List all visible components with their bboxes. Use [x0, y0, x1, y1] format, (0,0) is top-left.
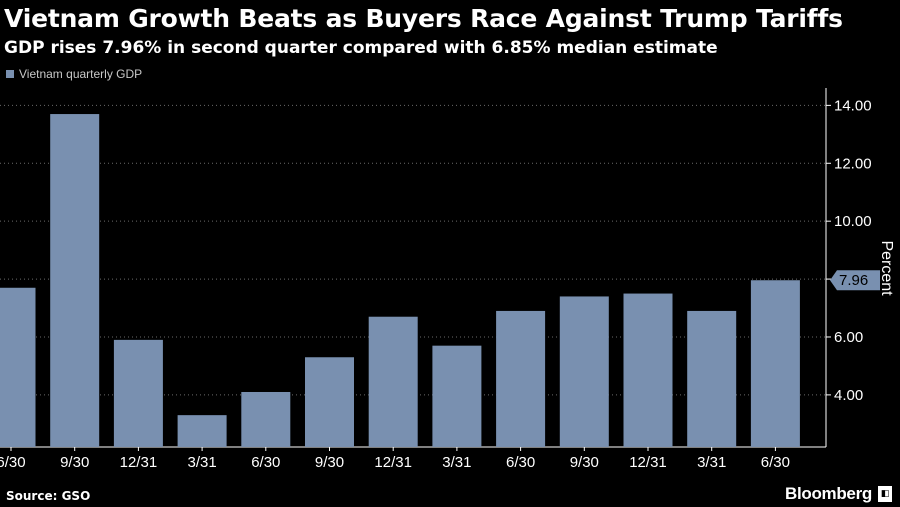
x-tick-label: 9/30 — [570, 454, 599, 471]
bar — [305, 357, 354, 447]
y-tick-label: 6.00 — [834, 329, 863, 346]
bar — [559, 296, 609, 447]
chart-title: Vietnam Growth Beats as Buyers Race Agai… — [4, 4, 843, 33]
legend-swatch — [6, 70, 14, 78]
bar — [113, 339, 163, 447]
x-tick-label: 6/30 — [761, 454, 790, 471]
bar — [687, 310, 737, 447]
x-tick-label: 12/31 — [629, 454, 667, 471]
bar — [50, 114, 100, 447]
bar — [368, 316, 418, 447]
y-axis-label: Percent — [878, 240, 895, 296]
bar — [750, 280, 800, 447]
x-tick-label: 12/31 — [374, 454, 412, 471]
bar — [623, 293, 673, 447]
legend-label: Vietnam quarterly GDP — [19, 67, 143, 81]
y-tick-label: 12.00 — [834, 155, 872, 172]
chart-subtitle: GDP rises 7.96% in second quarter compar… — [4, 38, 718, 58]
terminal-icon: ◧ — [878, 486, 892, 502]
legend: Vietnam quarterly GDP — [6, 67, 142, 81]
x-tick-label: 3/31 — [697, 454, 726, 471]
y-tick-label: 14.00 — [834, 97, 872, 114]
bar — [0, 287, 36, 447]
x-tick-label: 9/30 — [315, 454, 344, 471]
bar — [241, 391, 291, 447]
y-tick-label: 10.00 — [834, 213, 872, 230]
y-tick-label: 4.00 — [834, 387, 863, 404]
x-tick-label: 12/31 — [120, 454, 158, 471]
x-tick-label: 6/30 — [506, 454, 535, 471]
brand-logo: Bloomberg ◧ — [785, 484, 892, 504]
brand-name: Bloomberg — [784, 484, 872, 503]
x-tick-label: 3/31 — [187, 454, 216, 471]
x-tick-label: 6/30 — [251, 454, 280, 471]
x-tick-label: 9/30 — [60, 454, 89, 471]
bar — [177, 415, 227, 447]
x-tick-label: 6/30 — [0, 454, 26, 471]
source-note: Source: GSO — [6, 489, 91, 503]
value-callout-label: 7.96 — [839, 272, 868, 289]
bar — [496, 310, 546, 447]
bar — [432, 345, 482, 447]
value-callout — [830, 270, 880, 291]
x-tick-label: 3/31 — [442, 454, 471, 471]
